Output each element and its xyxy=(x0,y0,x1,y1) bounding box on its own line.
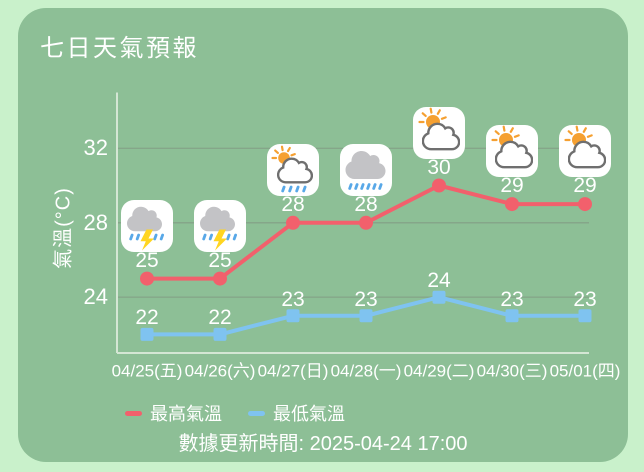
min-temp-value: 23 xyxy=(573,287,597,311)
x-tick-label: 04/29(二) xyxy=(403,361,475,381)
partly-sunny-icon xyxy=(559,125,611,178)
x-tick-label: 05/01(四) xyxy=(549,361,621,381)
x-tick-label: 04/28(一) xyxy=(330,361,402,381)
legend-max-temp-label: 最高氣溫 xyxy=(150,404,222,424)
update-time-text: 數據更新時間: 2025-04-24 17:00 xyxy=(178,433,468,455)
min-temp-point xyxy=(140,327,154,341)
max-temp-point xyxy=(140,271,154,286)
partly-sunny-icon xyxy=(486,125,538,178)
max-temp-point xyxy=(213,271,227,286)
max-temp-value: 28 xyxy=(354,192,378,216)
max-temp-point xyxy=(432,178,446,193)
max-temp-value: 30 xyxy=(427,155,451,179)
y-tick-label: 32 xyxy=(83,135,108,161)
min-temp-value: 23 xyxy=(500,287,524,311)
x-tick-label: 04/27(日) xyxy=(257,361,329,381)
min-temp-value: 22 xyxy=(135,306,159,330)
max-temp-value: 25 xyxy=(135,248,159,272)
y-axis-title: 氣溫(°C) xyxy=(52,187,75,269)
max-temp-point xyxy=(578,197,592,212)
legend-item-min-temp: 最低氣溫 xyxy=(248,400,345,426)
sun-shower-icon xyxy=(267,143,319,196)
max-temp-value: 28 xyxy=(281,192,305,216)
legend-item-max-temp: 最高氣溫 xyxy=(125,400,222,426)
chart-legend: 最高氣溫 最低氣溫 xyxy=(125,400,345,426)
thunderstorm-icon xyxy=(121,199,173,252)
x-tick-label: 04/30(三) xyxy=(476,361,548,381)
min-temp-point xyxy=(213,327,227,341)
min-temp-value: 23 xyxy=(281,287,305,311)
min-temp-point xyxy=(578,309,592,323)
x-tick-label: 04/25(五) xyxy=(111,361,183,381)
forecast-chart: 24 28 32 氣溫(°C) 25 25 28 28 30 29 29 22 22 23 23 24 23 23… xyxy=(18,8,628,462)
min-temp-point xyxy=(432,290,446,304)
min-temp-point xyxy=(359,309,373,323)
min-temp-point xyxy=(286,309,300,323)
min-temp-value: 24 xyxy=(427,269,451,293)
min-temp-value: 22 xyxy=(208,306,232,330)
max-temp-point xyxy=(286,215,300,230)
y-tick-label: 28 xyxy=(83,209,108,235)
max-temp-point xyxy=(359,215,373,230)
min-temp-line-swatch-icon xyxy=(248,410,265,416)
thunderstorm-icon xyxy=(194,199,246,252)
forecast-card: 七日天氣預報 24 28 32 氣溫(°C) 25 25 28 28 30 29 29 22 22 23 2… xyxy=(18,8,628,462)
min-temp-value: 23 xyxy=(354,287,378,311)
max-temp-value: 25 xyxy=(208,248,232,272)
page-title: 七日天氣預報 xyxy=(40,35,199,62)
legend-min-temp-label: 最低氣溫 xyxy=(273,404,345,424)
partly-sunny-icon xyxy=(413,106,465,159)
rain-icon xyxy=(340,143,392,196)
x-tick-label: 04/26(六) xyxy=(184,361,256,381)
max-temp-value: 29 xyxy=(500,174,524,198)
max-temp-point xyxy=(505,197,519,212)
chart-canvas xyxy=(116,92,592,354)
max-temp-line-swatch-icon xyxy=(125,410,142,416)
max-temp-value: 29 xyxy=(573,174,597,198)
y-tick-label: 24 xyxy=(83,284,108,310)
min-temp-point xyxy=(505,309,519,323)
